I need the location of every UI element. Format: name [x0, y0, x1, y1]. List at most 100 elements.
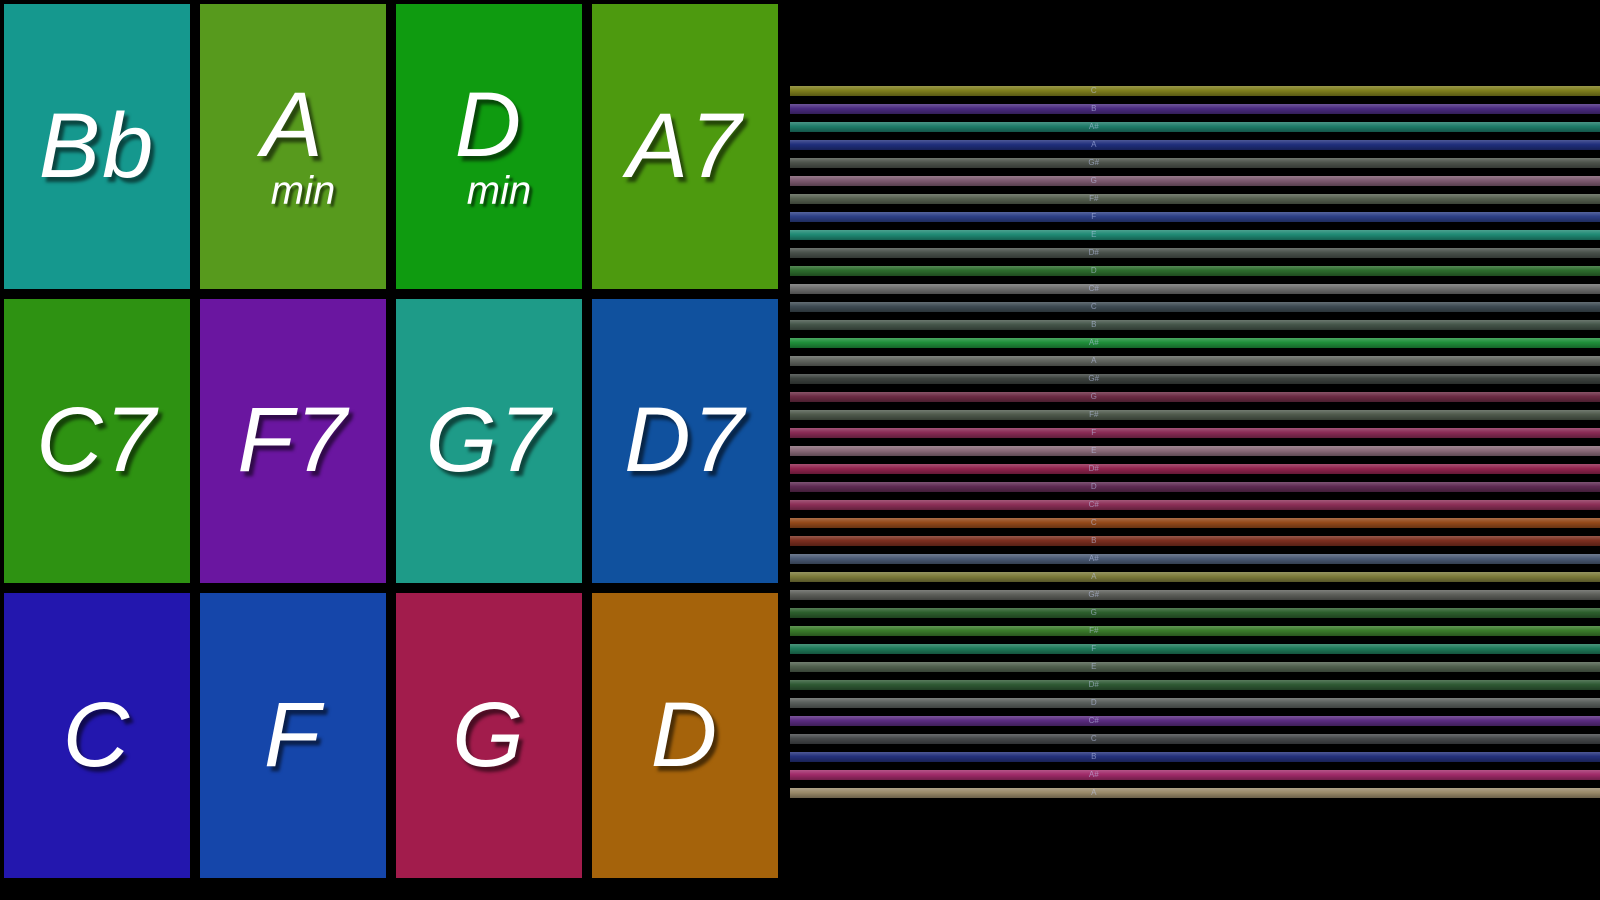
harp-string-11[interactable]: C# — [790, 284, 1600, 294]
string-note-label: A# — [1088, 122, 1099, 131]
string-note-label: D# — [1088, 464, 1099, 473]
harp-string-26[interactable]: A# — [790, 554, 1600, 564]
harp-string-4[interactable]: G# — [790, 158, 1600, 168]
string-note-label: B — [1091, 104, 1097, 113]
string-note-label: F# — [1089, 194, 1099, 203]
harp-string-10[interactable]: D — [790, 266, 1600, 276]
chord-pad-g[interactable]: G — [396, 593, 582, 878]
chord-pad-d[interactable]: D — [592, 593, 778, 878]
harp-string-35[interactable]: C# — [790, 716, 1600, 726]
chord-grid: Bb A min D min A7 C7 F7 G7 D7 C F G — [4, 4, 778, 878]
harp-string-31[interactable]: F — [790, 644, 1600, 654]
harp-string-34[interactable]: D — [790, 698, 1600, 708]
string-note-label: A — [1091, 572, 1097, 581]
string-note-label: F# — [1089, 410, 1099, 419]
harp-string-37[interactable]: B — [790, 752, 1600, 762]
string-note-label: D# — [1088, 680, 1099, 689]
chord-pad-f7[interactable]: F7 — [200, 298, 386, 584]
chord-pad-dmin[interactable]: D min — [396, 4, 582, 289]
string-note-label: F# — [1089, 626, 1099, 635]
string-note-label: B — [1091, 536, 1097, 545]
harp-string-9[interactable]: D# — [790, 248, 1600, 258]
harp-string-22[interactable]: D — [790, 482, 1600, 492]
chord-quality-label: min — [466, 169, 532, 214]
string-note-label: G# — [1088, 158, 1100, 167]
string-note-label: G — [1090, 176, 1097, 185]
harp-string-6[interactable]: F# — [790, 194, 1600, 204]
string-note-label: D# — [1088, 248, 1099, 257]
harp-string-16[interactable]: G# — [790, 374, 1600, 384]
harp-string-30[interactable]: F# — [790, 626, 1600, 636]
chord-pad-d7[interactable]: D7 — [592, 298, 778, 584]
string-note-label: E — [1091, 446, 1097, 455]
harp-string-39[interactable]: A — [790, 788, 1600, 798]
string-note-label: E — [1091, 230, 1097, 239]
harp-string-29[interactable]: G — [790, 608, 1600, 618]
chord-label: C7 — [36, 389, 158, 492]
string-note-label: C# — [1088, 500, 1099, 509]
chord-pad-amin[interactable]: A min — [200, 4, 386, 289]
harp-string-0[interactable]: C — [790, 86, 1600, 96]
chord-pad-g7[interactable]: G7 — [396, 298, 582, 584]
string-note-label: G — [1090, 608, 1097, 617]
string-note-label: B — [1091, 752, 1097, 761]
harp-string-28[interactable]: G# — [790, 590, 1600, 600]
chord-label: G — [452, 683, 526, 786]
harp-string-33[interactable]: D# — [790, 680, 1600, 690]
string-note-label: B — [1091, 320, 1097, 329]
harp-string-8[interactable]: E — [790, 230, 1600, 240]
chord-quality-label: min — [270, 169, 336, 214]
chord-label: Bb — [38, 94, 156, 197]
harp-string-19[interactable]: F — [790, 428, 1600, 438]
harp-string-36[interactable]: C — [790, 734, 1600, 744]
string-note-label: E — [1091, 662, 1097, 671]
harp-string-2[interactable]: A# — [790, 122, 1600, 132]
string-note-label: G# — [1088, 374, 1100, 383]
string-note-label: D — [1090, 266, 1097, 275]
harp-string-25[interactable]: B — [790, 536, 1600, 546]
harp-string-24[interactable]: C — [790, 518, 1600, 528]
string-note-label: G — [1090, 392, 1097, 401]
chord-pad-f[interactable]: F — [200, 593, 386, 878]
chord-pad-c7[interactable]: C7 — [4, 298, 190, 584]
harp-string-3[interactable]: A — [790, 140, 1600, 150]
string-note-label: G# — [1088, 590, 1100, 599]
chord-label: A — [261, 73, 325, 176]
harp-string-14[interactable]: A# — [790, 338, 1600, 348]
string-note-label: A — [1091, 140, 1097, 149]
harp-string-38[interactable]: A# — [790, 770, 1600, 780]
harp-string-5[interactable]: G — [790, 176, 1600, 186]
harp-string-12[interactable]: C — [790, 302, 1600, 312]
chord-label: D — [650, 683, 720, 786]
harp-string-20[interactable]: E — [790, 446, 1600, 456]
harp-string-1[interactable]: B — [790, 104, 1600, 114]
string-note-label: D — [1090, 698, 1097, 707]
chord-pad-bb[interactable]: Bb — [4, 4, 190, 289]
harp-string-23[interactable]: C# — [790, 500, 1600, 510]
string-note-label: D — [1090, 482, 1097, 491]
string-note-label: C# — [1088, 284, 1099, 293]
chord-label: F — [263, 683, 323, 786]
string-note-label: A# — [1088, 338, 1099, 347]
harp-string-13[interactable]: B — [790, 320, 1600, 330]
string-note-label: A# — [1088, 554, 1099, 563]
string-note-label: C — [1090, 302, 1097, 311]
strings-area[interactable]: C B A# A G# G F# F E D# D C# C B A# A G# G F# F E D# D C# C B A# A G… — [790, 86, 1600, 798]
harp-string-32[interactable]: E — [790, 662, 1600, 672]
chord-pad-c[interactable]: C — [4, 593, 190, 878]
string-note-label: C# — [1088, 716, 1099, 725]
harp-string-7[interactable]: F — [790, 212, 1600, 222]
chord-label: C — [62, 683, 132, 786]
chord-pad-a7[interactable]: A7 — [592, 4, 778, 289]
harp-string-18[interactable]: F# — [790, 410, 1600, 420]
harp-string-17[interactable]: G — [790, 392, 1600, 402]
string-note-label: A# — [1088, 770, 1099, 779]
harp-string-21[interactable]: D# — [790, 464, 1600, 474]
chord-label: D7 — [624, 389, 746, 492]
harp-string-27[interactable]: A — [790, 572, 1600, 582]
chord-label: G7 — [425, 389, 553, 492]
string-note-label: A — [1091, 788, 1097, 797]
string-note-label: A — [1091, 356, 1097, 365]
chord-label: F7 — [237, 389, 349, 492]
harp-string-15[interactable]: A — [790, 356, 1600, 366]
